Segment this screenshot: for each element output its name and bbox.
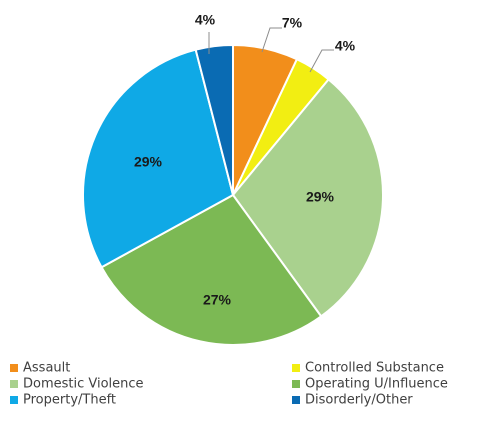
pie-slices xyxy=(82,43,384,346)
legend: Assault Controlled Substance Domestic Viol… xyxy=(10,361,448,408)
legend-item-controlled-substance: Controlled Substance xyxy=(292,361,444,376)
data-label-domestic-violence: 29% xyxy=(306,189,335,205)
pie-slice-property-theft xyxy=(82,48,235,269)
legend-item-domestic-violence: Domestic Violence xyxy=(10,377,144,392)
data-label-operating-u-influence: 27% xyxy=(203,292,232,308)
legend-swatch-property-theft xyxy=(10,396,18,404)
data-label-property-theft: 29% xyxy=(134,154,163,170)
legend-label-operating-u-influence: Operating U/Influence xyxy=(305,377,448,392)
legend-swatch-domestic-violence xyxy=(10,380,18,388)
data-label-assault: 7% xyxy=(282,15,303,31)
pie-slice-operating-u-influence xyxy=(100,193,323,346)
legend-swatch-assault xyxy=(10,364,18,372)
legend-item-assault: Assault xyxy=(10,361,70,376)
data-label-controlled-substance: 4% xyxy=(335,38,356,54)
data-label-disorderly-other: 4% xyxy=(195,12,216,28)
pie-slice-disorderly-other xyxy=(194,43,234,196)
data-labels: 7% 4% 29% 27% 29% 4% xyxy=(134,12,356,308)
legend-label-controlled-substance: Controlled Substance xyxy=(305,361,444,376)
leader-line-assault xyxy=(261,27,282,53)
legend-item-operating-u-influence: Operating U/Influence xyxy=(292,377,448,392)
legend-swatch-disorderly-other xyxy=(292,396,300,404)
legend-label-disorderly-other: Disorderly/Other xyxy=(305,393,413,408)
leader-line-controlled-substance xyxy=(309,49,334,73)
legend-label-assault: Assault xyxy=(23,361,70,376)
legend-item-property-theft: Property/Theft xyxy=(10,393,116,408)
legend-swatch-controlled-substance xyxy=(292,364,300,372)
leader-lines xyxy=(208,27,334,73)
legend-item-disorderly-other: Disorderly/Other xyxy=(292,393,413,408)
legend-label-property-theft: Property/Theft xyxy=(23,393,116,408)
legend-swatch-operating-u-influence xyxy=(292,380,300,388)
pie-slice-domestic-violence xyxy=(231,78,384,318)
legend-label-domestic-violence: Domestic Violence xyxy=(23,377,144,392)
